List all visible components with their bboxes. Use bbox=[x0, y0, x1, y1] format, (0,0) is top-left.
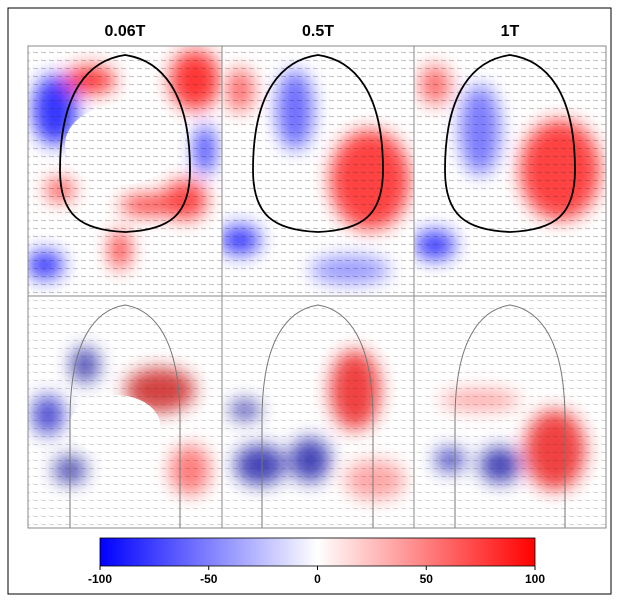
panel bbox=[27, 46, 222, 296]
panel bbox=[28, 296, 222, 528]
panel bbox=[414, 46, 606, 296]
panel-title: 0.06T bbox=[105, 23, 146, 40]
figure: 0.06T 0.5T 1T bbox=[0, 0, 619, 602]
panel-title: 0.5T bbox=[302, 23, 334, 40]
page: 0.06T 0.5T 1T bbox=[0, 0, 619, 607]
colorbar bbox=[100, 538, 535, 566]
colorbar-tick-label: 100 bbox=[525, 572, 545, 586]
panel bbox=[222, 296, 414, 528]
colorbar-tick-label: -100 bbox=[88, 572, 112, 586]
colorbar-tick-label: 0 bbox=[314, 572, 321, 586]
panel bbox=[220, 46, 414, 296]
panel-title: 1T bbox=[501, 23, 520, 40]
colorbar-tick-label: -50 bbox=[200, 572, 218, 586]
panel bbox=[414, 296, 606, 528]
colorbar-tick-label: 50 bbox=[420, 572, 434, 586]
